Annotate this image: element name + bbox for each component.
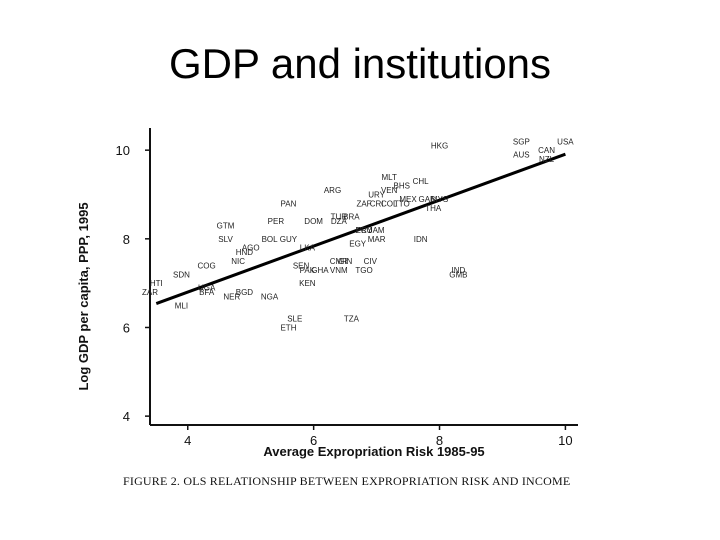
point-label: LKA bbox=[300, 244, 316, 253]
point-label: HTI bbox=[150, 279, 163, 288]
point-label: PRY bbox=[356, 226, 373, 235]
x-axis-label: Average Expropriation Risk 1985-95 bbox=[263, 444, 484, 459]
fit-line bbox=[155, 152, 566, 305]
point-label: AGO bbox=[242, 244, 260, 253]
point-label: BGD bbox=[236, 288, 254, 297]
point-label: IND bbox=[452, 266, 466, 275]
point-label: MEX bbox=[399, 195, 417, 204]
point-label: GAB bbox=[418, 195, 435, 204]
point-label: THA bbox=[425, 204, 442, 213]
point-label: SDN bbox=[173, 270, 190, 279]
point-label: NZL bbox=[539, 155, 555, 164]
y-tick-label: 6 bbox=[123, 320, 130, 335]
point-label: CRI bbox=[370, 199, 384, 208]
point-label: ZAR bbox=[142, 288, 158, 297]
point-label: JAM bbox=[369, 226, 385, 235]
point-label: GTM bbox=[217, 222, 235, 231]
point-label: NER bbox=[223, 292, 240, 301]
y-tick-label: 4 bbox=[123, 409, 130, 424]
point-label: IDN bbox=[414, 235, 428, 244]
point-label: BRA bbox=[343, 213, 360, 222]
x-tick-label: 10 bbox=[558, 433, 572, 448]
point-label: CIV bbox=[364, 257, 378, 266]
y-axis-label: Log GDP per capita, PPP, 1995 bbox=[76, 202, 91, 390]
point-label: DOM bbox=[304, 217, 323, 226]
point-label: VNM bbox=[330, 266, 348, 275]
point-label: MYS bbox=[431, 195, 448, 204]
point-label: CMR bbox=[330, 257, 348, 266]
point-label: COG bbox=[198, 261, 216, 270]
point-label: CAN bbox=[538, 146, 555, 155]
point-label: SEN bbox=[293, 261, 310, 270]
point-label: ZAF bbox=[356, 199, 371, 208]
point-label: EGY bbox=[349, 239, 367, 248]
point-label: GHA bbox=[311, 266, 329, 275]
point-label: DZA bbox=[331, 217, 348, 226]
point-label: ECU bbox=[356, 226, 373, 235]
point-label: ARG bbox=[324, 186, 341, 195]
x-tick-label: 8 bbox=[436, 433, 443, 448]
point-label: TUR bbox=[331, 213, 348, 222]
y-tick-label: 8 bbox=[123, 232, 130, 247]
point-label: SLV bbox=[218, 235, 233, 244]
figure-caption: FIGURE 2. OLS RELATIONSHIP BETWEEN EXPRO… bbox=[123, 474, 571, 488]
point-label: MLI bbox=[175, 301, 188, 310]
point-label: NGA bbox=[261, 292, 279, 301]
point-label: URY bbox=[368, 190, 385, 199]
point-label: TTO bbox=[394, 199, 410, 208]
point-label: GIN bbox=[338, 257, 352, 266]
x-tick-label: 6 bbox=[310, 433, 317, 448]
point-label: HKG bbox=[431, 142, 448, 151]
point-label: MLT bbox=[381, 173, 397, 182]
x-tick-label: 4 bbox=[184, 433, 191, 448]
point-label: TZA bbox=[344, 315, 360, 324]
point-label: GMB bbox=[449, 270, 467, 279]
point-label: GUY bbox=[280, 235, 298, 244]
point-label: KEN bbox=[299, 279, 316, 288]
point-label: BFA bbox=[199, 288, 215, 297]
point-label: SGP bbox=[513, 137, 530, 146]
point-label: PAN bbox=[281, 199, 297, 208]
point-label: ETH bbox=[280, 323, 296, 332]
y-tick-label: 10 bbox=[116, 143, 130, 158]
point-label: NIC bbox=[231, 257, 245, 266]
point-label: HND bbox=[236, 248, 254, 257]
point-label: MAR bbox=[368, 235, 386, 244]
point-label: PAK bbox=[300, 266, 316, 275]
chart-axes: 4 6 8 10 4 6 8 10 bbox=[116, 128, 578, 448]
point-label: AUS bbox=[513, 151, 529, 160]
point-label: USA bbox=[557, 137, 574, 146]
point-label: SLE bbox=[287, 315, 302, 324]
point-label: TGO bbox=[355, 266, 372, 275]
point-label: CHL bbox=[413, 177, 430, 186]
point-label: UGA bbox=[198, 284, 216, 293]
point-label: COL bbox=[381, 199, 398, 208]
point-label: BHS bbox=[394, 182, 410, 191]
slide-title: GDP and institutions bbox=[168, 40, 552, 87]
point-label: PER bbox=[268, 217, 285, 226]
point-label: VEN bbox=[381, 186, 398, 195]
fit-line-layer bbox=[155, 152, 566, 305]
point-label: BOL bbox=[262, 235, 279, 244]
